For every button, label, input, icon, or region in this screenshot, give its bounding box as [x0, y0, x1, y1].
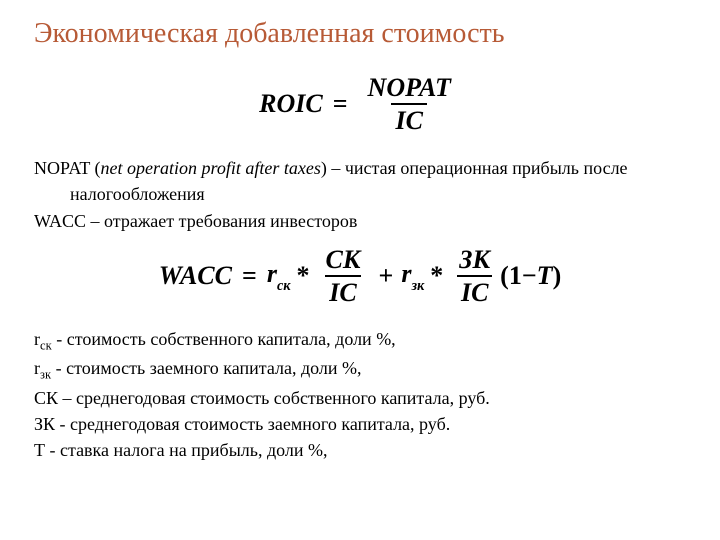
roic-fraction: NOPAT IC: [364, 74, 455, 135]
def-rsk-text: стоимость собственного капитала, доли %,: [67, 329, 396, 349]
r-sk: rск: [267, 261, 291, 291]
wacc-definition-short: WACC – отражает требования инвесторов: [34, 210, 686, 233]
def-rsk: rск - стоимость собственного капитала, д…: [34, 327, 686, 355]
paren-open: (: [500, 263, 509, 289]
formula-wacc: WACC = rск * СК IC + rзк * ЗК IC (1−T): [34, 246, 686, 307]
plus-sign: +: [379, 263, 394, 289]
wacc-frac1: СК IC: [322, 246, 365, 307]
def-rzk-text: стоимость заемного капитала, доли %,: [66, 358, 361, 378]
paren-close: ): [553, 263, 562, 289]
r-zk: rзк: [401, 261, 424, 291]
wacc-lhs: WACC: [159, 263, 232, 289]
nopat-definition-cont: налогообложения: [34, 183, 686, 206]
wacc-frac2-den: IC: [457, 275, 492, 306]
mult-sign: *: [297, 263, 310, 289]
def-rzk: rзк - стоимость заемного капитала, доли …: [34, 356, 686, 384]
nopat-english: net operation profit after taxes: [101, 158, 321, 178]
def-sk: СК – среднегодовая стоимость собственног…: [34, 386, 686, 410]
slide: Экономическая добавленная стоимость ROIC…: [0, 0, 720, 540]
def-zk: ЗК - среднегодовая стоимость заемного ка…: [34, 412, 686, 436]
T: T: [537, 263, 553, 289]
equals-sign: =: [242, 263, 257, 289]
r1-base: r: [267, 259, 277, 288]
roic-numerator: NOPAT: [364, 74, 455, 103]
def-t: Т - ставка налога на прибыль, доли %,: [34, 438, 686, 462]
paren-close: ): [321, 158, 332, 178]
def-rsk-sub: ск: [40, 338, 52, 352]
definitions: rск - стоимость собственного капитала, д…: [34, 327, 686, 463]
r1-sub: ск: [277, 278, 291, 294]
def-rzk-sub: зк: [40, 368, 51, 382]
wacc-frac1-den: IC: [325, 275, 360, 306]
roic-lhs: ROIC: [259, 91, 323, 117]
roic-denominator: IC: [391, 103, 426, 134]
def-rsk-sep: -: [52, 329, 67, 349]
wacc-frac2-num: ЗК: [455, 246, 494, 275]
equals-sign: =: [333, 91, 348, 117]
r2-base: r: [401, 259, 411, 288]
minus-sign: −: [522, 263, 537, 289]
nopat-label: NOPAT: [34, 158, 90, 178]
nopat-rest: – чистая операционная прибыль после: [331, 158, 627, 178]
def-rzk-sep: -: [51, 358, 66, 378]
nopat-definition: NOPAT (net operation profit after taxes)…: [34, 157, 686, 180]
page-title: Экономическая добавленная стоимость: [34, 18, 686, 50]
paren-open: (: [90, 158, 101, 178]
formula-roic: ROIC = NOPAT IC: [34, 74, 686, 135]
wacc-frac1-num: СК: [322, 246, 365, 275]
r2-sub: зк: [411, 278, 424, 294]
mult-sign: *: [430, 263, 443, 289]
wacc-frac2: ЗК IC: [455, 246, 494, 307]
one: 1: [509, 263, 522, 289]
